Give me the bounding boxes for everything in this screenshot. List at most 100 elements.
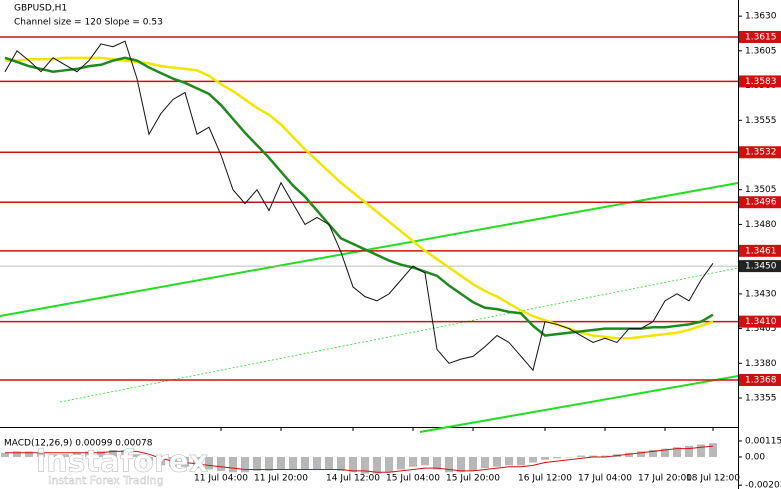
level-label: 1.3496 [745,198,777,208]
macd-y-tick-label: -0.00203 [745,481,781,489]
watermark-brand: instaforex [36,445,208,480]
macd-bar [241,456,249,473]
macd-bar [325,456,333,470]
macd-bar [145,456,153,462]
watermark-tagline: Instant Forex Trading [48,474,164,487]
macd-bar [685,445,693,457]
macd-bar [349,456,357,473]
macd-bar [445,456,453,473]
macd-bar [13,451,21,457]
macd-bar [289,456,297,470]
macd-bar [397,456,405,470]
chart-subtitle: Channel size = 120 Slope = 0.53 [14,18,163,28]
macd-bar [73,452,81,457]
level-label-box [739,315,781,328]
level-label-box [739,196,781,209]
macd-bar [277,456,285,470]
macd-bar [157,456,165,466]
chart-title: GBPUSD,H1 [14,4,67,14]
macd-signal [5,445,714,473]
macd-bar [505,456,513,466]
level-label: 1.3368 [745,375,777,385]
current-price-box [739,260,781,273]
macd-bar [637,451,645,457]
macd-bar [589,455,597,457]
macd-bar [217,456,225,471]
macd-bar [313,456,321,470]
macd-y-tick-label: 0.00 [745,452,765,462]
macd-bar [577,455,585,457]
macd-bar [481,456,489,469]
macd-y-tick-label: 0.00115 [745,436,781,446]
macd-bar [253,456,261,471]
macd-bar [49,454,57,457]
macd-bar [133,454,141,457]
macd-bar [37,452,45,457]
level-label: 1.3583 [745,77,777,87]
level-label: 1.3532 [745,148,777,158]
macd-bar [625,452,633,457]
macd-bar [1,452,9,457]
y-tick-label: 1.3630 [745,12,777,22]
y-tick-label: 1.3380 [745,359,777,369]
macd-bar [673,447,681,457]
price-line [4,40,714,372]
macd-bar [373,456,381,474]
macd-bar [493,456,501,467]
level-label-box [739,75,781,88]
macd-bar [181,456,189,467]
y-tick-label: 1.3605 [745,46,777,56]
x-tick-label: 15 Jul 04:00 [386,474,440,484]
macd-bar [97,451,105,457]
level-label: 1.3461 [745,246,777,256]
macd-bar [517,456,525,466]
y-tick-label: 1.3505 [745,185,777,195]
level-label: 1.3615 [745,32,777,42]
y-tick-label: 1.3405 [745,324,777,334]
x-tick-label: 17 Jul 20:00 [638,474,692,484]
macd-bar [121,450,129,457]
macd-bar [337,456,345,471]
x-tick-label: 14 Jul 12:00 [326,474,380,484]
macd-bar [565,456,573,458]
y-tick-label: 1.3480 [745,220,777,230]
macd-bar [169,456,177,467]
macd-bar [193,456,201,469]
macd-bar [205,456,213,470]
channel-upper [0,182,739,317]
x-tick-label: 11 Jul 04:00 [194,474,248,484]
x-tick-label: 18 Jul 12:00 [686,474,740,484]
x-tick-label: 16 Jul 12:00 [518,474,572,484]
macd-title: MACD(12,26,9) 0.00099 0.00078 [4,439,153,449]
level-label-box [739,146,781,159]
channel-mid [59,267,739,403]
x-tick-label: 15 Jul 20:00 [446,474,500,484]
macd-bar [649,450,657,457]
x-tick-label: 17 Jul 04:00 [578,474,632,484]
macd-bar [421,456,429,466]
macd-bar [661,448,669,457]
macd-bar [697,444,705,457]
macd-bar [85,451,93,457]
macd-bar [601,455,609,457]
macd-bar [61,454,69,457]
macd-bar [553,456,561,459]
macd-bar [433,456,441,470]
macd-bar [229,456,237,473]
level-label: 1.3410 [745,317,777,327]
macd-bar [25,451,33,457]
macd-bar [385,456,393,473]
x-tick-label: 11 Jul 20:00 [254,474,308,484]
moving-average [5,56,714,340]
macd-bar [457,456,465,473]
y-tick-label: 1.3355 [745,394,777,404]
y-tick-label: 1.3430 [745,289,777,299]
macd-bar [361,456,369,474]
channel-lower [419,375,739,433]
y-tick-label: 1.3555 [745,116,777,126]
level-label-box [739,244,781,257]
macd-bar [301,456,309,470]
macd-bar [541,456,549,460]
